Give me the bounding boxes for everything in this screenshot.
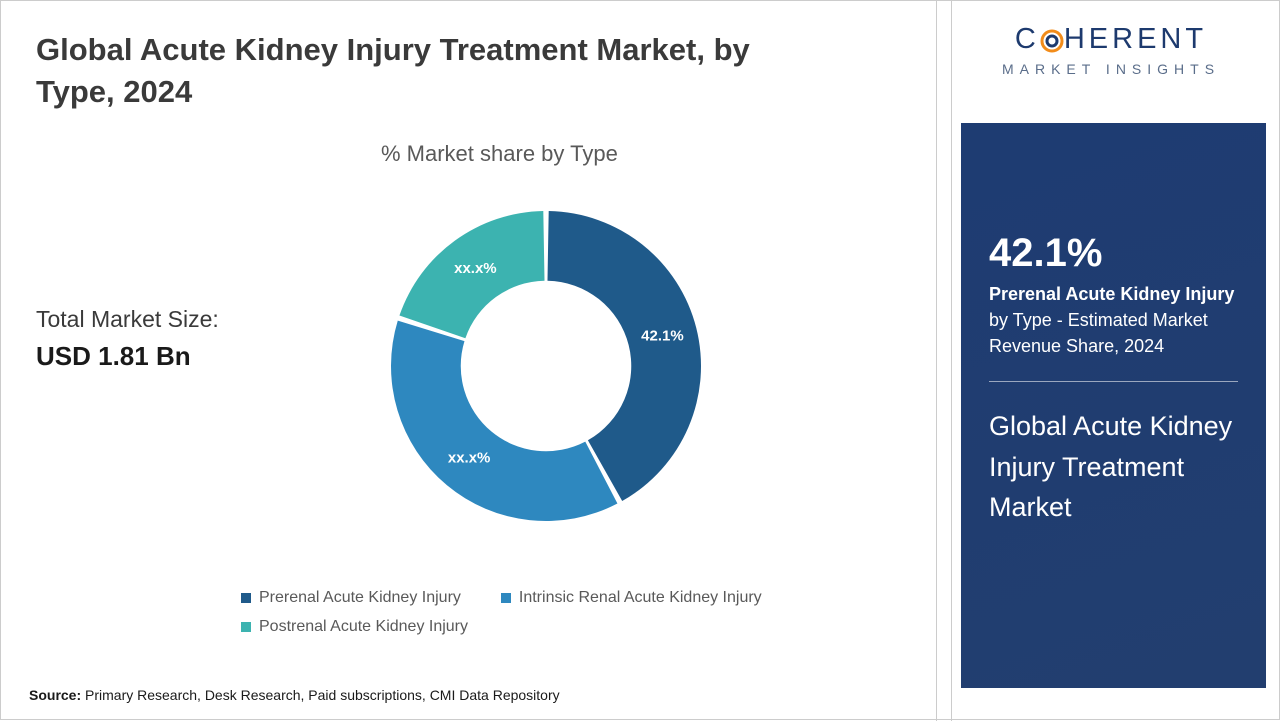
highlight-stat-description: Prerenal Acute Kidney Injury by Type - E… [989, 281, 1238, 359]
chart-subtitle: % Market share by Type [381, 141, 618, 167]
source-text: Primary Research, Desk Research, Paid su… [85, 687, 560, 703]
slice-label: 42.1% [641, 327, 684, 344]
donut-slice [391, 321, 617, 521]
chart-title: Global Acute Kidney Injury Treatment Mar… [36, 29, 816, 113]
logo-pre: C [1015, 23, 1040, 55]
panel-divider [989, 381, 1238, 382]
legend-label: Prerenal Acute Kidney Injury [259, 589, 461, 607]
brand-logo: C HERENT MARKET INSIGHTS [961, 23, 1261, 113]
ring-outer [1042, 31, 1062, 51]
logo-text-main: C HERENT [961, 23, 1261, 59]
logo-post: HERENT [1064, 23, 1207, 55]
legend-label: Intrinsic Renal Acute Kidney Injury [519, 589, 762, 607]
legend-swatch [241, 622, 251, 632]
highlight-stat-bold: Prerenal Acute Kidney Injury [989, 284, 1234, 304]
donut-chart: 42.1% xx.x% xx.x% [366, 186, 726, 546]
main-content: Global Acute Kidney Injury Treatment Mar… [1, 1, 936, 721]
vertical-divider [951, 1, 952, 721]
source-prefix: Source: [29, 687, 81, 703]
legend-swatch [501, 593, 511, 603]
donut-svg: 42.1% xx.x% xx.x% [366, 186, 726, 546]
legend-item: Postrenal Acute Kidney Injury [241, 618, 468, 636]
highlight-panel: 42.1% Prerenal Acute Kidney Injury by Ty… [961, 123, 1266, 688]
legend-item: Prerenal Acute Kidney Injury [241, 589, 461, 607]
slice-label: xx.x% [448, 449, 491, 466]
market-size-value: USD 1.81 Bn [36, 341, 191, 372]
logo-text-sub: MARKET INSIGHTS [961, 61, 1261, 77]
market-size-label: Total Market Size: [36, 306, 219, 333]
vertical-divider [936, 1, 937, 721]
source-attribution: Source: Primary Research, Desk Research,… [29, 687, 560, 703]
logo-ring-icon [1040, 26, 1064, 59]
ring-inner [1047, 36, 1057, 46]
chart-legend: Prerenal Acute Kidney Injury Intrinsic Re… [241, 589, 871, 647]
highlight-stat-rest: by Type - Estimated Market Revenue Share… [989, 310, 1208, 356]
slice-label: xx.x% [454, 260, 497, 277]
highlight-panel-title: Global Acute Kidney Injury Treatment Mar… [989, 406, 1238, 528]
legend-item: Intrinsic Renal Acute Kidney Injury [501, 589, 762, 607]
highlight-stat-value: 42.1% [989, 233, 1238, 273]
legend-label: Postrenal Acute Kidney Injury [259, 618, 468, 636]
legend-swatch [241, 593, 251, 603]
